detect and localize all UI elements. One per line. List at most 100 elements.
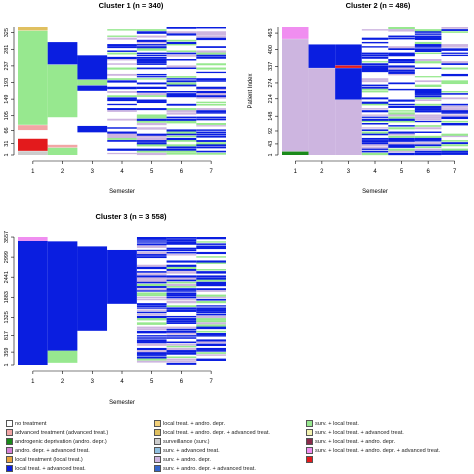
sequence-cell [196, 343, 226, 347]
y-tick-label: 1 [268, 153, 274, 156]
sequence-cell [166, 266, 197, 270]
sequence-cell [107, 95, 137, 98]
sequence-cell [136, 309, 167, 311]
sequence-cell [107, 37, 137, 40]
sequence-cell [136, 339, 167, 342]
sequence-cell [166, 31, 197, 34]
sequence-cell [196, 78, 226, 81]
sequence-cell [136, 360, 167, 363]
sequence-cell [136, 101, 167, 104]
sequence-cell [166, 237, 197, 239]
sequence-cell [388, 69, 415, 72]
sequence-cell [414, 93, 442, 95]
sequence-cell [414, 144, 442, 147]
sequence-cell [196, 313, 226, 316]
sequence-cell [136, 140, 167, 142]
legend-label: surv. + andro. depr. [163, 457, 211, 463]
legend-item: surv. + local treat. + advanced treat. [306, 429, 440, 438]
sequence-cell [388, 61, 415, 64]
y-tick-label: 281 [4, 45, 10, 54]
x-tick-label: 3 [91, 379, 95, 385]
sequence-cell [414, 150, 442, 153]
legend-label: surv. + local treat. + andro. depr. + ad… [315, 448, 441, 454]
legend-swatch [6, 465, 13, 473]
sequence-cell [196, 277, 226, 281]
sequence-cell [196, 347, 226, 350]
sequence-segment [47, 241, 78, 351]
sequence-cell [166, 264, 197, 268]
sequence-cell [388, 46, 415, 49]
sequence-cell [441, 114, 468, 117]
sequence-cell [136, 275, 167, 278]
sequence-cell [388, 135, 415, 138]
sequence-cell [166, 251, 197, 254]
sequence-cell [136, 307, 167, 309]
sequence-segment [77, 85, 108, 91]
sequence-cell [196, 152, 226, 155]
sequence-cell [388, 71, 415, 75]
sequence-cell [136, 356, 167, 359]
legend-swatch [154, 465, 161, 473]
sequence-cell [107, 78, 137, 80]
y-tick-label: 337 [268, 62, 274, 71]
sequence-cell [166, 41, 197, 45]
sequence-cell [414, 105, 442, 109]
sequence-cell [107, 63, 137, 65]
legend-label: surv. + local treat. [315, 421, 359, 427]
x-tick-label: 1 [31, 169, 35, 175]
sequence-cell [166, 59, 197, 61]
sequence-cell [388, 120, 415, 123]
sequence-segment [77, 79, 108, 86]
x-tick-label: 1 [294, 169, 298, 175]
sequence-cell [136, 335, 167, 337]
sequence-cell [441, 108, 468, 111]
sequence-cell [136, 292, 167, 295]
legend-swatch [6, 420, 13, 428]
y-tick-label: 237 [4, 61, 10, 70]
sequence-cell [361, 88, 389, 91]
sequence-cell [441, 44, 468, 47]
sequence-cell [166, 341, 197, 344]
sequence-cell [136, 271, 167, 273]
sequence-cell [136, 46, 167, 49]
legend-swatch [154, 447, 161, 455]
x-tick-label: 7 [209, 379, 213, 385]
sequence-cell [166, 286, 197, 288]
sequence-segment [107, 237, 137, 250]
sequence-cell [414, 120, 442, 123]
sequence-cell [136, 35, 167, 38]
sequence-cell [388, 127, 415, 130]
sequence-cell [107, 80, 137, 83]
sequence-cell [196, 35, 226, 38]
sequence-cell [361, 80, 389, 83]
sequence-cell [388, 59, 415, 61]
sequence-cell [166, 110, 197, 112]
sequence-cell [361, 91, 389, 93]
sequence-cell [136, 315, 167, 319]
legend-label: no treatment [15, 421, 47, 427]
sequence-cell [196, 354, 226, 356]
sequence-cell [136, 59, 167, 62]
sequence-cell [361, 65, 389, 68]
sequence-cell [388, 142, 415, 145]
x-tick-label: 7 [209, 169, 213, 175]
legend-swatch [6, 447, 13, 455]
sequence-cell [414, 127, 442, 130]
x-tick-label: 3 [91, 169, 95, 175]
sequence-cell [388, 116, 415, 119]
sequence-cell [136, 52, 167, 55]
sequence-cell [361, 108, 389, 110]
sequence-cell [361, 144, 389, 147]
legend-label: surveillance (surv.) [163, 439, 210, 445]
sequence-segment [77, 55, 108, 80]
sequence-cell [196, 142, 226, 145]
sequence-cell [388, 131, 415, 134]
sequence-cell [361, 46, 389, 48]
sequence-cell [107, 97, 137, 100]
sequence-cell [441, 46, 468, 48]
sequence-cell [166, 249, 197, 252]
sequence-cell [166, 309, 197, 312]
sequence-cell [196, 63, 226, 66]
sequence-cell [166, 241, 197, 244]
sequence-cell [136, 256, 167, 259]
